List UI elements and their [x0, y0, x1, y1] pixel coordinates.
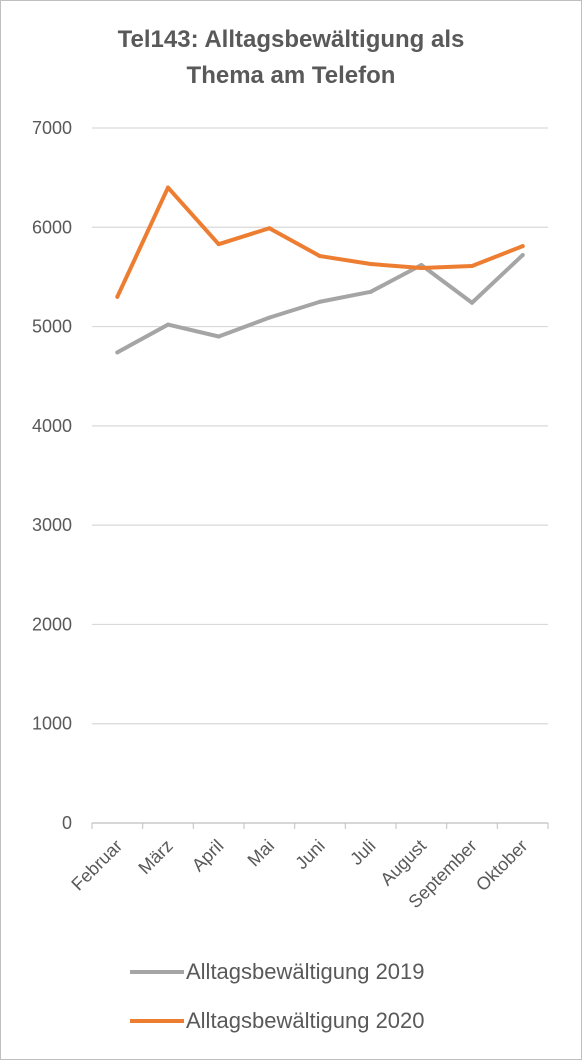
data-point-2020 — [318, 254, 322, 259]
data-point-2020 — [267, 226, 272, 231]
legend-swatch-2020 — [130, 1019, 184, 1023]
data-point-2019 — [267, 315, 272, 320]
data-point-2020 — [115, 294, 120, 299]
data-point-2020 — [216, 242, 221, 247]
x-tick-label: Februar — [67, 836, 126, 895]
y-tick-label: 1000 — [32, 714, 72, 734]
data-point-2019 — [318, 299, 322, 304]
x-tick-label: Oktober — [472, 836, 531, 895]
y-tick-label: 6000 — [32, 217, 72, 237]
series-line-2020 — [115, 185, 525, 299]
y-tick-label: 4000 — [32, 416, 72, 436]
y-tick-label: 3000 — [32, 515, 72, 535]
data-point-2019 — [166, 322, 170, 327]
data-point-2020 — [419, 265, 424, 270]
data-point-2019 — [115, 350, 120, 355]
data-point-2020 — [368, 262, 373, 267]
chart-title-line-1: Tel143: Alltagsbewältigung als — [117, 26, 465, 53]
x-tick-label: Juni — [291, 836, 328, 873]
data-point-2020 — [520, 244, 525, 249]
data-point-2019 — [520, 253, 525, 258]
legend-label-2019: Alltagsbewältigung 2019 — [186, 959, 425, 984]
x-tick-label: März — [134, 836, 176, 878]
data-point-2020 — [166, 185, 170, 190]
y-tick-label: 7000 — [32, 118, 72, 138]
legend-item-2020: Alltagsbewältigung 2020 — [130, 1006, 425, 1036]
legend-label-2020: Alltagsbewältigung 2020 — [186, 1008, 425, 1033]
x-tick-label: April — [188, 836, 228, 876]
chart-title: Tel143: Alltagsbewältigung als Thema am … — [0, 22, 582, 94]
data-point-2020 — [470, 264, 474, 269]
chart-title-line-2: Thema am Telefon — [186, 62, 396, 89]
x-tick-label: Mai — [244, 836, 279, 871]
data-point-2019 — [368, 289, 373, 294]
y-tick-label: 5000 — [32, 317, 72, 337]
legend-swatch-2019 — [130, 970, 184, 974]
data-point-2019 — [216, 334, 221, 339]
data-point-2019 — [470, 300, 474, 305]
y-tick-label: 2000 — [32, 614, 72, 634]
y-tick-label: 0 — [62, 813, 72, 833]
line-chart: 0 1000 2000 3000 4000 5000 6000 7000 Februar März… — [32, 118, 549, 912]
legend-item-2019: Alltagsbewältigung 2019 — [130, 957, 425, 987]
x-tick-label: Juli — [346, 836, 379, 869]
